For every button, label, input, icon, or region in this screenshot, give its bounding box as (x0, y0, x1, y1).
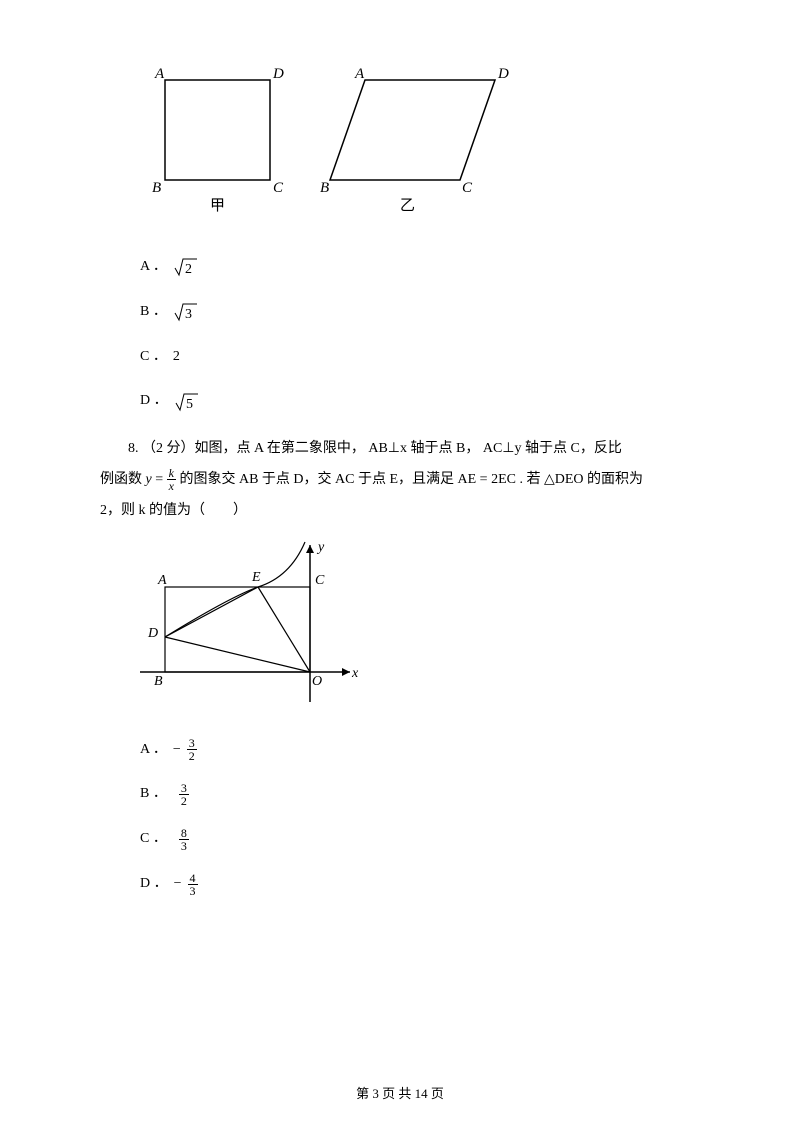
footer-total: 14 (415, 1086, 428, 1101)
label-C2: C (462, 180, 473, 196)
eq-frac: k x (167, 467, 176, 492)
sqrt-icon: 2 (173, 256, 199, 278)
q8-prefix: 8. （2 分）如图，点 A 在第二象限中， (128, 441, 365, 456)
gl-B: B (154, 674, 163, 689)
footer-a: 第 (356, 1086, 369, 1101)
q8-option-A: A ． − 3 2 (140, 728, 700, 773)
figure-row-shapes: A D B C 甲 A D B C 乙 (140, 60, 700, 215)
svg-text:3: 3 (185, 307, 192, 322)
q8-l2a: 例函数 (100, 472, 142, 487)
q7-option-B: B ． 3 (140, 290, 700, 335)
opt-letter: C ． (140, 335, 167, 380)
page-footer: 第 3 页 共 14 页 (0, 1083, 800, 1102)
q8-graph-wrap: A C B O D E x y (140, 537, 700, 718)
q8-option-D: D ． − 4 3 (140, 862, 700, 907)
opt-frac: 3 2 (179, 782, 189, 807)
footer-c: 页 (431, 1086, 444, 1101)
label-A: A (154, 66, 165, 82)
opt-letter: C ． (140, 817, 167, 862)
q8-tri: △DEO (544, 472, 584, 487)
q8-options: A ． − 3 2 B ． 3 2 C ． 8 3 D ． − (140, 728, 700, 907)
figure-square: A D B C 甲 (140, 60, 300, 215)
den: 3 (179, 840, 189, 852)
footer-page: 3 (372, 1086, 379, 1101)
eq-eq: = (155, 472, 163, 487)
opt-value: 2 (173, 335, 180, 380)
label-D: D (272, 66, 284, 82)
label-B: B (152, 180, 161, 196)
q8-l2b: 的图象交 AB 于点 D，交 AC 于点 E，且满足 (179, 472, 454, 487)
sqrt-icon: 5 (174, 391, 200, 413)
den: 3 (188, 885, 198, 897)
gl-y: y (316, 540, 325, 555)
figure-rhombus: A D B C 乙 (320, 60, 520, 215)
gl-D: D (147, 626, 158, 641)
page-content: A D B C 甲 A D B C 乙 A ． 2 B ． 3 (0, 0, 800, 947)
den: 2 (187, 750, 197, 762)
q8-t2: 轴于点 B， (411, 441, 480, 456)
den: 2 (179, 795, 189, 807)
opt-letter: D ． (140, 379, 168, 424)
gl-A: A (157, 573, 167, 588)
opt-letter: B ． (140, 290, 167, 335)
opt-letter: A ． (140, 245, 167, 290)
opt-frac: 8 3 (179, 827, 189, 852)
q8-ab-perp-x: AB⊥x (368, 441, 407, 456)
opt-frac: 3 2 (187, 737, 197, 762)
label-A2: A (354, 66, 365, 82)
label-D2: D (497, 66, 509, 82)
q8-l2c: . 若 (519, 472, 540, 487)
q8-cond: AE = 2EC (458, 472, 516, 487)
num: 4 (188, 872, 198, 885)
gl-x: x (351, 666, 359, 681)
neg-sign: − (173, 728, 181, 773)
opt-letter: B ． (140, 772, 167, 817)
q7-options: A ． 2 B ． 3 C ． 2 D ． 5 (140, 245, 700, 424)
svg-text:5: 5 (186, 397, 193, 412)
q8-ac-perp-y: AC⊥y (483, 441, 522, 456)
q7-option-C: C ． 2 (140, 335, 700, 380)
q8-line2: 例函数 y = k x 的图象交 AB 于点 D，交 AC 于点 E，且满足 A… (100, 465, 700, 496)
q7-option-A: A ． 2 (140, 245, 700, 290)
q8-line3: 2，则 k 的值为（ ） (100, 496, 700, 527)
q7-option-D: D ． 5 (140, 379, 700, 424)
neg-sign: − (174, 862, 182, 907)
eq-y: y (146, 472, 152, 487)
opt-letter: A ． (140, 728, 167, 773)
opt-letter: D ． (140, 862, 168, 907)
q8-option-C: C ． 8 3 (140, 817, 700, 862)
svg-text:2: 2 (185, 262, 192, 277)
q8-graph: A C B O D E x y (140, 537, 370, 707)
label-jia: 甲 (210, 198, 225, 214)
sqrt-icon: 3 (173, 301, 199, 323)
opt-frac: 4 3 (188, 872, 198, 897)
q8-text: 8. （2 分）如图，点 A 在第二象限中， AB⊥x 轴于点 B， AC⊥y … (100, 434, 700, 465)
gl-C: C (315, 573, 325, 588)
q8-t4: 轴于点 C，反比 (525, 441, 622, 456)
label-yi: 乙 (400, 198, 415, 214)
label-C: C (273, 180, 284, 196)
q8-l2d: 的面积为 (587, 472, 643, 487)
q8-option-B: B ． 3 2 (140, 772, 700, 817)
label-B2: B (320, 180, 329, 196)
q8-l3: 2，则 k 的值为（ ） (100, 503, 247, 518)
eq-den: x (167, 480, 176, 492)
gl-O: O (312, 674, 322, 689)
footer-b: 页 共 (382, 1086, 411, 1101)
gl-E: E (251, 570, 261, 585)
